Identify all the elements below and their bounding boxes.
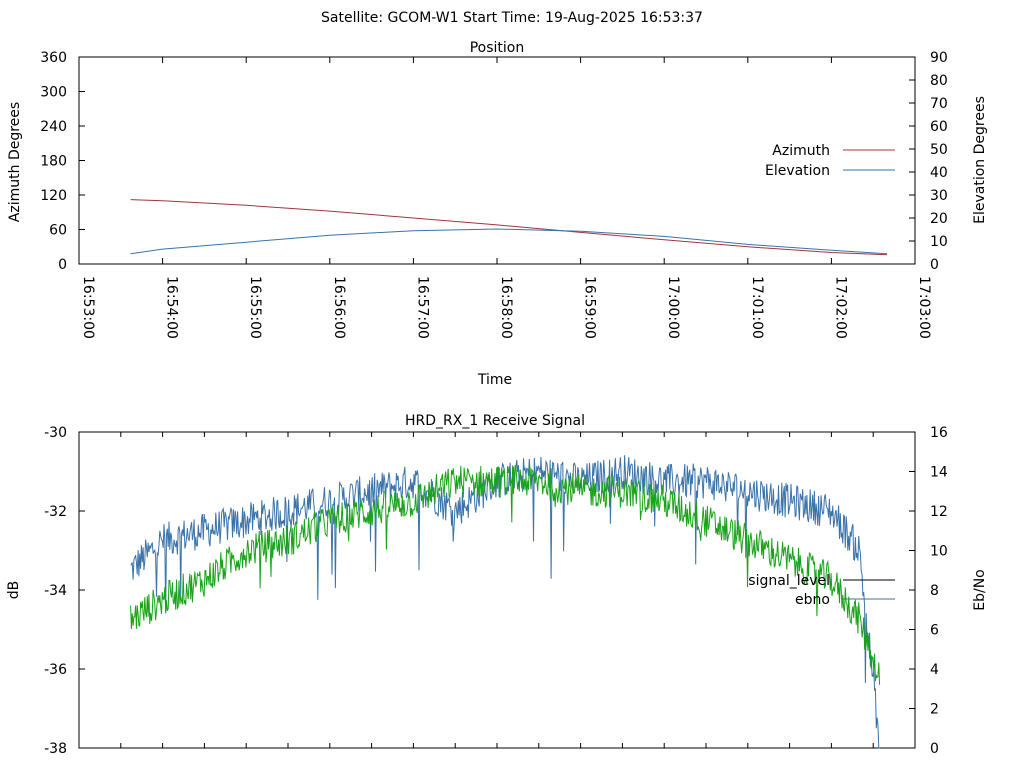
- signal-series: [130, 455, 881, 749]
- position-y-tick-label: 300: [40, 85, 67, 101]
- position-y2-tick-label: 40: [930, 165, 948, 181]
- position-x-tick-label: 16:56:00: [331, 276, 347, 339]
- signal-y2-tick-label: 10: [930, 544, 948, 560]
- position-x-tick-label: 16:54:00: [164, 276, 180, 339]
- position-x-tick-label: 16:55:00: [247, 276, 263, 339]
- position-ticks: 0 60 120 180 240 300 360 0 10 20 30 40 50 60 70 80 90 16:…: [40, 50, 948, 339]
- signal-y2-tick-label: 12: [930, 504, 948, 520]
- signal-y-tick-label: -36: [44, 662, 67, 678]
- position-x-tick-label: 17:03:00: [916, 276, 932, 339]
- signal-y2-tick-label: 2: [930, 702, 939, 718]
- page-title: Satellite: GCOM-W1 Start Time: 19-Aug-20…: [321, 10, 703, 26]
- legend-elevation-label: Elevation: [765, 163, 830, 179]
- position-x-tick-label: 17:02:00: [832, 276, 848, 339]
- signal-y2-tick-label: 4: [930, 662, 939, 678]
- position-y-tick-label: 240: [40, 119, 67, 135]
- position-y-tick-label: 180: [40, 154, 67, 170]
- position-y-tick-label: 360: [40, 50, 67, 66]
- position-plot-frame: [78, 56, 916, 265]
- position-x-tick-label: 16:58:00: [498, 276, 514, 339]
- position-y2-tick-label: 30: [930, 188, 948, 204]
- position-y2-tick-label: 90: [930, 50, 948, 66]
- signal-legend: signal_level ebno: [748, 573, 895, 608]
- position-series: [130, 199, 888, 256]
- signal-y2-tick-label: 16: [930, 425, 948, 441]
- position-y2-tick-label: 70: [930, 96, 948, 112]
- signal-y-tick-label: -38: [44, 741, 67, 757]
- series-ebno-line: [130, 455, 880, 749]
- position-y-tick-label: 0: [58, 257, 67, 273]
- position-y2-tick-label: 80: [930, 73, 948, 89]
- signal-y-tick-label: -34: [44, 583, 67, 599]
- signal-y-label: dB: [6, 581, 22, 600]
- signal-y2-label: Eb/No: [972, 569, 988, 611]
- signal-y2-tick-label: 6: [930, 623, 939, 639]
- signal-y-tick-label: -32: [44, 504, 67, 520]
- position-x-tick-label: 17:00:00: [665, 276, 681, 339]
- position-y-label: Azimuth Degrees: [7, 102, 23, 222]
- signal-y2-tick-label: 8: [930, 583, 939, 599]
- position-y2-label: Elevation Degrees: [972, 96, 988, 224]
- position-y-tick-label: 60: [49, 223, 67, 239]
- position-y2-tick-label: 0: [930, 257, 939, 273]
- position-y2-tick-label: 20: [930, 211, 948, 227]
- position-x-tick-label: 17:01:00: [749, 276, 765, 339]
- position-x-tick-label: 16:57:00: [414, 276, 430, 339]
- signal-chart-title: HRD_RX_1 Receive Signal: [405, 413, 585, 429]
- position-chart: Position Azimuth Degrees Elevation Degre…: [7, 40, 988, 388]
- position-x-tick-label: 16:59:00: [582, 276, 598, 339]
- position-x-tick-label: 16:53:00: [80, 276, 96, 339]
- legend-azimuth-label: Azimuth: [772, 143, 830, 159]
- signal-chart: HRD_RX_1 Receive Signal dB Eb/No -38-36-…: [6, 413, 988, 757]
- position-y2-tick-label: 60: [930, 119, 948, 135]
- position-y2-tick-label: 10: [930, 234, 948, 250]
- series-elevation-line: [130, 228, 888, 255]
- position-x-label: Time: [477, 372, 512, 388]
- signal-y-tick-label: -30: [44, 425, 67, 441]
- position-legend: Azimuth Elevation: [765, 143, 895, 179]
- series-azimuth-line: [130, 199, 888, 256]
- position-y2-tick-label: 50: [930, 142, 948, 158]
- signal-y2-tick-label: 0: [930, 741, 939, 757]
- signal-y2-tick-label: 14: [930, 465, 948, 481]
- legend-ebno-label: ebno: [795, 592, 830, 608]
- signal-ticks: -38 -36 -34 -32 -30 0 2 4 6 8 10 12 14 16: [44, 425, 948, 757]
- position-y-tick-label: 120: [40, 188, 67, 204]
- position-chart-title: Position: [470, 40, 525, 56]
- legend-signal-level-label: signal_level: [748, 573, 830, 589]
- series-signal-level-trace-line: [130, 464, 881, 685]
